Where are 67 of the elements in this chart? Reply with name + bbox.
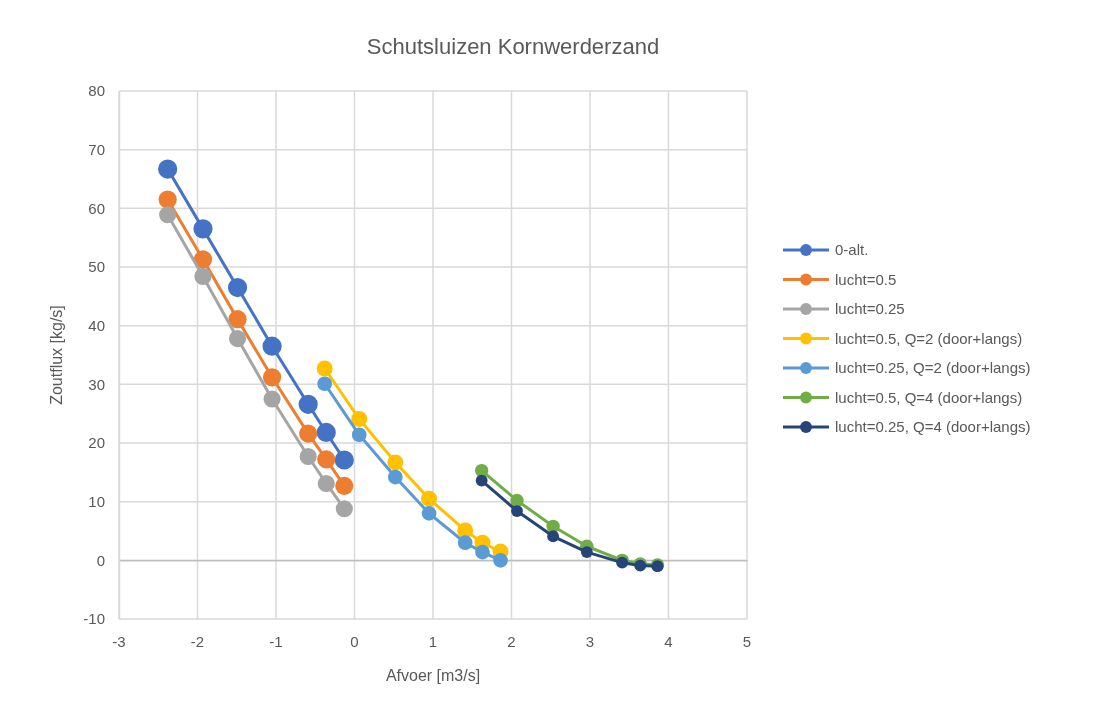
point [263, 390, 281, 408]
point [228, 310, 247, 329]
point [493, 552, 508, 568]
point [317, 474, 335, 493]
point [193, 219, 213, 239]
point [228, 330, 247, 348]
x-tick-label: 5 [742, 633, 752, 650]
point [351, 427, 367, 443]
point [475, 474, 488, 487]
legend-label: 0-alt. [835, 241, 869, 258]
legend-label: lucht=0.5 [835, 270, 897, 288]
chart-title: Schutsluizen Kornwerderzand [366, 34, 660, 59]
point [262, 368, 282, 387]
point [580, 546, 593, 559]
point [298, 394, 318, 414]
x-tick-label: 4 [664, 633, 673, 650]
y-tick-label: 70 [88, 140, 105, 158]
point [317, 450, 336, 469]
point [262, 336, 282, 356]
y-axis-title: Zoutflux [kg/s] [48, 305, 65, 405]
y-tick-label: 30 [88, 375, 105, 393]
point [457, 535, 473, 551]
x-tick-label: 1 [428, 633, 438, 650]
point [193, 250, 213, 269]
legend-label: lucht=0.25, Q=2 (door+langs) [835, 359, 1031, 376]
point [457, 522, 474, 539]
x-tick-label: 2 [507, 633, 516, 650]
point [158, 190, 177, 209]
point [351, 410, 368, 427]
x-tick-label: 3 [585, 633, 595, 650]
point [421, 506, 437, 521]
y-tick-label: 0 [96, 551, 105, 569]
y-tick-label: 60 [88, 199, 105, 217]
x-tick-label: -2 [190, 633, 205, 650]
point [316, 422, 336, 443]
point [158, 159, 178, 179]
legend-label: lucht=0.25 [835, 300, 905, 317]
y-tick-label: 50 [88, 258, 105, 276]
point [299, 447, 317, 466]
x-tick-label: 0 [350, 633, 359, 650]
y-tick-label: -10 [83, 610, 105, 628]
x-tick-label: -3 [112, 633, 126, 650]
y-tick-label: 40 [88, 316, 105, 334]
point [474, 463, 489, 478]
x-axis-title: Afvoer [m3/s] [385, 667, 481, 684]
point [387, 469, 403, 485]
point [334, 450, 354, 470]
legend-label: lucht=0.5, Q=4 (door+langs) [835, 388, 1023, 406]
point [511, 505, 523, 517]
legend-label: lucht=0.25, Q=4 (door+langs) [835, 418, 1031, 435]
point [335, 476, 354, 495]
point [387, 454, 404, 471]
y-tick-label: 10 [88, 492, 105, 510]
point [159, 206, 177, 224]
y-tick-label: 80 [88, 82, 105, 100]
point [299, 424, 318, 443]
point [335, 500, 353, 518]
y-tick-label: 20 [88, 434, 105, 452]
point [421, 490, 438, 507]
point [317, 376, 333, 392]
point [475, 544, 490, 560]
point [194, 267, 212, 285]
legend-label: lucht=0.5, Q=2 (door+langs) [835, 329, 1023, 347]
point [316, 360, 333, 377]
point [547, 530, 560, 543]
x-tick-label: -1 [269, 633, 283, 650]
point [227, 277, 248, 298]
